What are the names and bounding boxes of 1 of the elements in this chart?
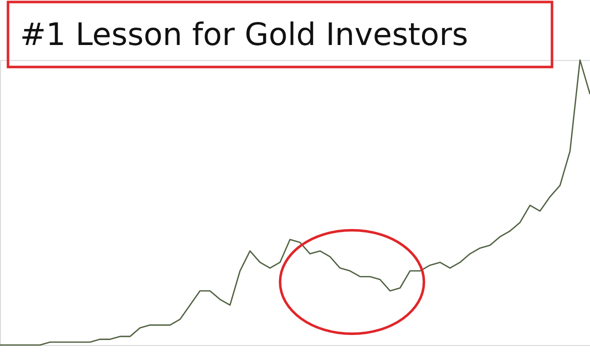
chart-title: #1 Lesson for Gold Investors <box>20 17 468 53</box>
